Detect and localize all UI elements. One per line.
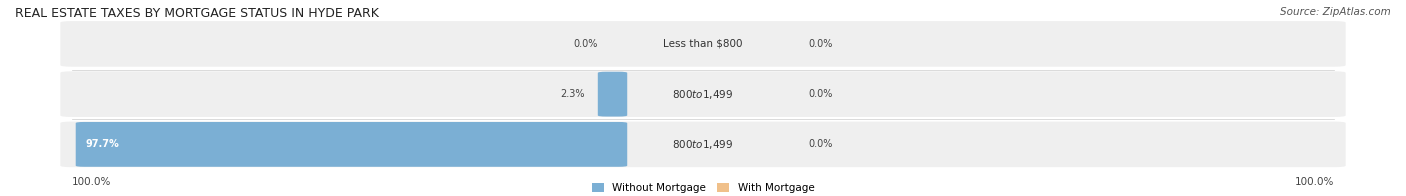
Text: Less than $800: Less than $800 — [664, 39, 742, 49]
Text: 100.0%: 100.0% — [1295, 177, 1334, 187]
Text: $800 to $1,499: $800 to $1,499 — [672, 138, 734, 151]
FancyBboxPatch shape — [598, 72, 627, 117]
Text: $800 to $1,499: $800 to $1,499 — [672, 88, 734, 101]
FancyBboxPatch shape — [60, 21, 1346, 67]
FancyBboxPatch shape — [60, 71, 1346, 117]
Text: 0.0%: 0.0% — [574, 39, 598, 49]
Text: Source: ZipAtlas.com: Source: ZipAtlas.com — [1279, 7, 1391, 17]
Text: 0.0%: 0.0% — [808, 139, 832, 149]
FancyBboxPatch shape — [76, 122, 627, 167]
FancyBboxPatch shape — [60, 122, 1346, 167]
Text: 2.3%: 2.3% — [561, 89, 585, 99]
Text: 0.0%: 0.0% — [808, 39, 832, 49]
Legend: Without Mortgage, With Mortgage: Without Mortgage, With Mortgage — [592, 183, 814, 193]
Text: 97.7%: 97.7% — [86, 139, 120, 149]
Text: REAL ESTATE TAXES BY MORTGAGE STATUS IN HYDE PARK: REAL ESTATE TAXES BY MORTGAGE STATUS IN … — [15, 7, 380, 20]
Text: 100.0%: 100.0% — [72, 177, 111, 187]
Text: 0.0%: 0.0% — [808, 89, 832, 99]
